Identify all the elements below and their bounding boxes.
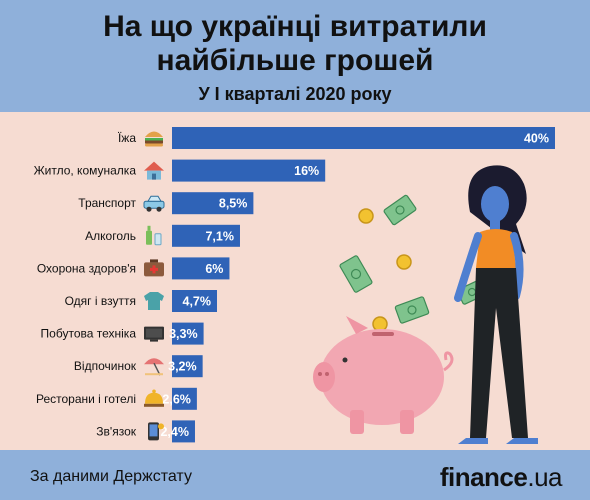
bar-1 — [172, 127, 555, 149]
source-note: За даними Держстату — [30, 468, 192, 485]
bar-10 — [172, 420, 195, 443]
house-icon — [144, 161, 164, 180]
coin-icon — [396, 254, 412, 270]
category-label: Житло, комуналка — [34, 164, 137, 178]
category-label: Алкоголь — [85, 229, 136, 243]
value-label: 3,3% — [169, 327, 198, 341]
bar-7 — [172, 322, 204, 345]
footer — [0, 450, 590, 500]
value-label: 2,6% — [162, 392, 191, 406]
category-label: Їжа — [118, 131, 136, 145]
value-label: 40% — [524, 132, 549, 146]
category-label: Одяг і взуття — [65, 294, 136, 308]
header — [0, 0, 590, 112]
value-label: 3,2% — [168, 360, 197, 374]
category-label: Відпочинок — [74, 359, 137, 373]
woman-icon — [454, 165, 538, 444]
beach-umbrella-icon — [144, 358, 164, 376]
first-aid-kit-icon — [144, 259, 164, 277]
bar-4 — [172, 224, 240, 247]
illustration — [313, 165, 538, 444]
bar-2 — [172, 159, 326, 182]
bar-3 — [172, 192, 254, 215]
category-label: Охорона здоров'я — [37, 261, 136, 275]
value-label: 4,7% — [183, 295, 212, 309]
value-label: 7,1% — [205, 229, 234, 243]
coin-icon — [358, 208, 374, 224]
title-line-1: На що українці витратили — [103, 10, 487, 43]
category-label: Побутова техніка — [41, 327, 137, 341]
tv-icon — [144, 326, 164, 342]
finance-ua-logo: finance.ua — [439, 462, 563, 493]
value-label: 2,4% — [160, 425, 189, 439]
bar-6 — [172, 290, 218, 312]
value-label: 16% — [294, 164, 319, 178]
bottles-icon — [146, 225, 162, 246]
category-label: Транспорт — [78, 196, 136, 210]
bar-9 — [172, 387, 197, 410]
category-label: Зв'язок — [96, 424, 136, 438]
bar-8 — [172, 355, 203, 378]
logo-main: finance — [439, 462, 528, 492]
title-line-2: найбільше грошей — [156, 44, 434, 77]
value-label: 8,5% — [219, 197, 248, 211]
subtitle: У I кварталі 2020 року — [198, 84, 392, 104]
banknote-icon — [339, 255, 373, 293]
value-label: 6% — [205, 262, 223, 276]
banknote-icon — [383, 194, 417, 226]
service-bell-icon — [144, 389, 164, 407]
banknote-icon — [394, 296, 430, 324]
category-label: Ресторани і готелі — [36, 392, 136, 406]
bar-5 — [172, 257, 230, 280]
sweater-icon — [144, 292, 164, 310]
phone-icon — [148, 422, 164, 441]
burger-icon — [145, 131, 163, 147]
piggy-bank-icon — [313, 316, 454, 434]
logo-suffix: .ua — [527, 462, 562, 492]
car-icon — [143, 195, 165, 212]
